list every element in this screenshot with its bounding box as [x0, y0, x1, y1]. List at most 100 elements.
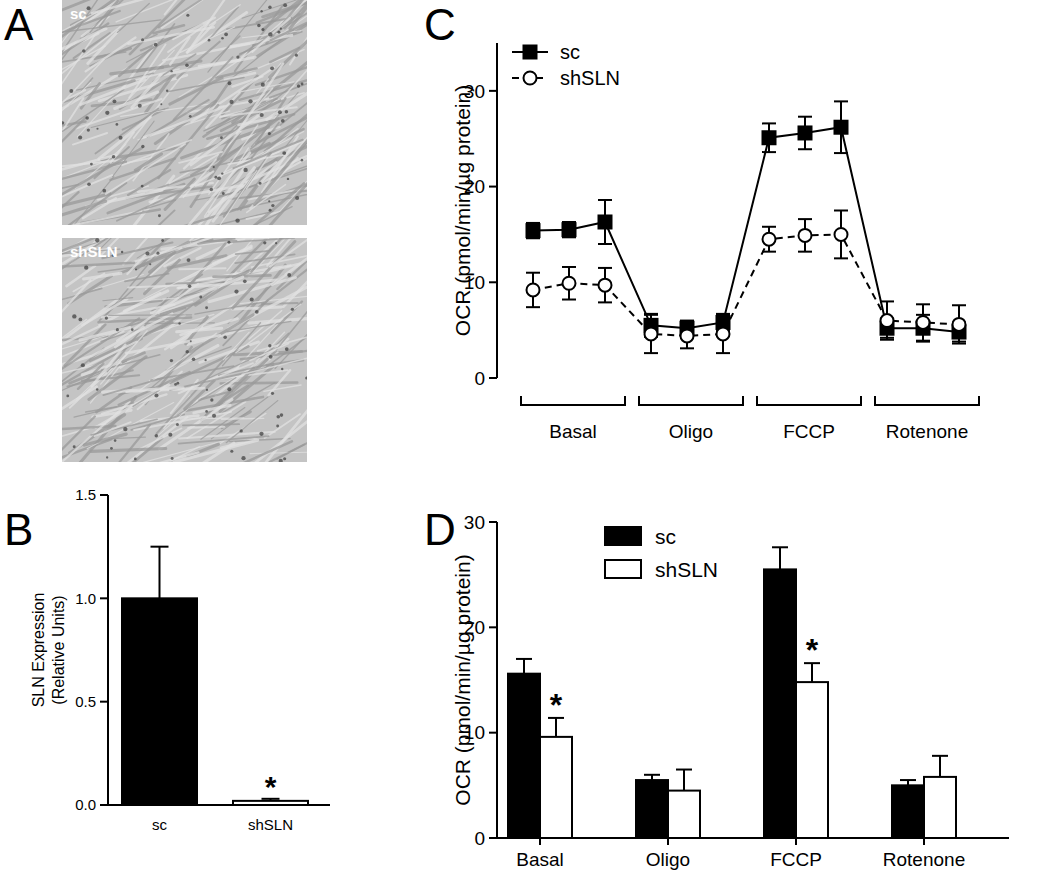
speck: [222, 192, 225, 195]
image-label: sc: [70, 5, 87, 22]
speck: [295, 54, 298, 57]
speck: [271, 392, 274, 395]
cell-streak: [187, 0, 229, 52]
cell-streak: [225, 73, 255, 80]
y-tick: [489, 732, 497, 734]
legend-label: shSLN: [655, 558, 718, 581]
speck: [116, 328, 119, 331]
cell-streak: [248, 416, 307, 462]
cell-streak: [202, 443, 234, 462]
cell-streak: [233, 140, 302, 168]
speck: [105, 111, 109, 115]
cell-streak: [264, 385, 301, 391]
speck: [138, 104, 142, 108]
speck: [212, 414, 216, 418]
speck: [87, 128, 90, 131]
speck: [154, 43, 158, 47]
cell-streak: [250, 451, 307, 453]
speck: [234, 289, 238, 293]
marker: [917, 316, 930, 329]
cell-streak: [117, 3, 149, 32]
error-cap: [798, 116, 812, 118]
cell-streak: [226, 401, 278, 443]
speck: [268, 200, 270, 202]
y-tick: [100, 701, 108, 703]
speck: [112, 155, 115, 158]
speck: [199, 296, 202, 299]
bar: [122, 598, 197, 805]
cell-streak: [252, 18, 290, 52]
error-cap: [598, 243, 612, 245]
cell-streak: [147, 100, 208, 137]
x-tick-label: Oligo: [646, 849, 690, 870]
marker: [563, 277, 576, 290]
x-group-label: Oligo: [669, 421, 713, 442]
speck: [301, 83, 304, 86]
plot-area: [122, 547, 308, 805]
speck: [141, 145, 144, 148]
cell-streak: [232, 307, 281, 309]
cell-streak: [223, 332, 249, 360]
y-tick: [489, 837, 497, 839]
error-cap: [916, 340, 930, 342]
cell-streak: [236, 238, 268, 240]
speck: [269, 209, 272, 212]
speck: [185, 350, 189, 354]
error-cap: [834, 257, 848, 259]
y-tick-label: 0: [474, 828, 485, 849]
speck: [96, 388, 99, 391]
speck: [301, 159, 304, 162]
error-cap: [526, 272, 540, 274]
cell-streak: [92, 345, 126, 387]
error-cap: [798, 251, 812, 253]
speck: [187, 258, 191, 262]
y-tick-label: 30: [464, 512, 485, 533]
y-tick: [489, 186, 497, 188]
speck: [229, 100, 233, 104]
error-cap: [762, 122, 776, 124]
cell-streak: [160, 57, 255, 75]
speck: [210, 398, 213, 401]
cell-streak: [91, 419, 157, 435]
speck: [281, 368, 283, 370]
cell-streak: [95, 109, 158, 154]
speck: [281, 119, 285, 123]
x-axis: [108, 804, 330, 806]
speck: [190, 340, 192, 342]
speck: [287, 178, 289, 180]
cell-streak: [202, 360, 268, 421]
error-bar: [523, 659, 525, 674]
speck: [227, 241, 230, 244]
marker: [599, 279, 612, 292]
cell-streak: [267, 79, 307, 119]
marker: [645, 327, 658, 340]
speck: [178, 322, 180, 324]
error-cap: [952, 343, 966, 345]
error-cap: [526, 306, 540, 308]
cell-streak: [115, 92, 158, 108]
speck: [186, 14, 189, 17]
cell-streak: [269, 154, 307, 225]
speck: [220, 136, 223, 139]
cell-streak: [194, 405, 230, 413]
speck: [268, 32, 272, 36]
y-tick-label: 0.5: [75, 693, 96, 710]
cell-streak: [237, 64, 283, 134]
group-bracket: [757, 396, 861, 405]
cell-streak: [62, 192, 79, 222]
y-tick-label: 1.0: [75, 590, 96, 607]
cell-streak: [62, 319, 87, 343]
speck: [82, 49, 86, 53]
speck: [72, 314, 76, 318]
y-axis-label: SLN Expression: [30, 593, 47, 708]
bar: [668, 791, 700, 838]
speck: [168, 433, 172, 437]
bar: [892, 785, 924, 838]
cell-streak: [136, 242, 188, 269]
image-texture: [62, 238, 307, 462]
speck: [189, 115, 192, 118]
speck: [227, 387, 231, 391]
cell-streak: [248, 181, 307, 199]
group-bracket: [639, 396, 743, 405]
speck: [230, 450, 233, 453]
